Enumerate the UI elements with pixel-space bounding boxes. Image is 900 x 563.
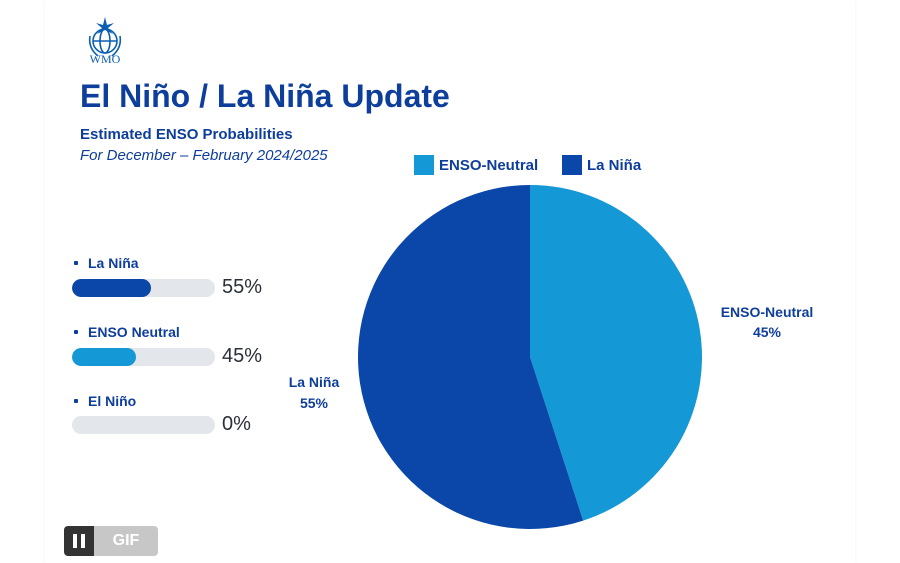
gif-control[interactable]: GIF [64,526,158,556]
bar-label-la-nina: La Niña [74,255,139,271]
legend-label: La Niña [587,156,642,174]
wmo-logo-icon [88,17,122,57]
bar-track-el-nino [72,416,215,434]
legend-item-la-nina: La Niña [562,155,641,175]
bar-value-el-nino: 0% [222,413,251,435]
bar-value-la-nina: 55% [222,276,263,298]
bar-value-enso-neutral: 45% [222,345,263,367]
bar-fill-la-nina [72,279,151,297]
bar-label-el-nino: El Niño [73,393,137,409]
legend-label: ENSO-Neutral [439,156,539,174]
legend-swatch-enso-neutral [414,155,434,175]
pause-icon[interactable] [64,526,94,556]
legend-swatch-la-nina [562,155,582,175]
subtitle: Estimated ENSO Probabilities [80,126,293,143]
bar-track-la-nina [72,279,215,297]
period-text: For December – February 2024/2025 [80,147,328,164]
bar-track-enso-neutral [72,348,215,366]
gif-label[interactable]: GIF [94,526,158,556]
page-title: El Niño / La Niña Update [80,78,450,114]
logo-text: WMO [89,52,121,66]
legend-item-enso-neutral: ENSO-Neutral [414,155,538,175]
bar-fill-enso-neutral [72,348,137,366]
bar-label-enso-neutral: ENSO Neutral [74,324,180,340]
